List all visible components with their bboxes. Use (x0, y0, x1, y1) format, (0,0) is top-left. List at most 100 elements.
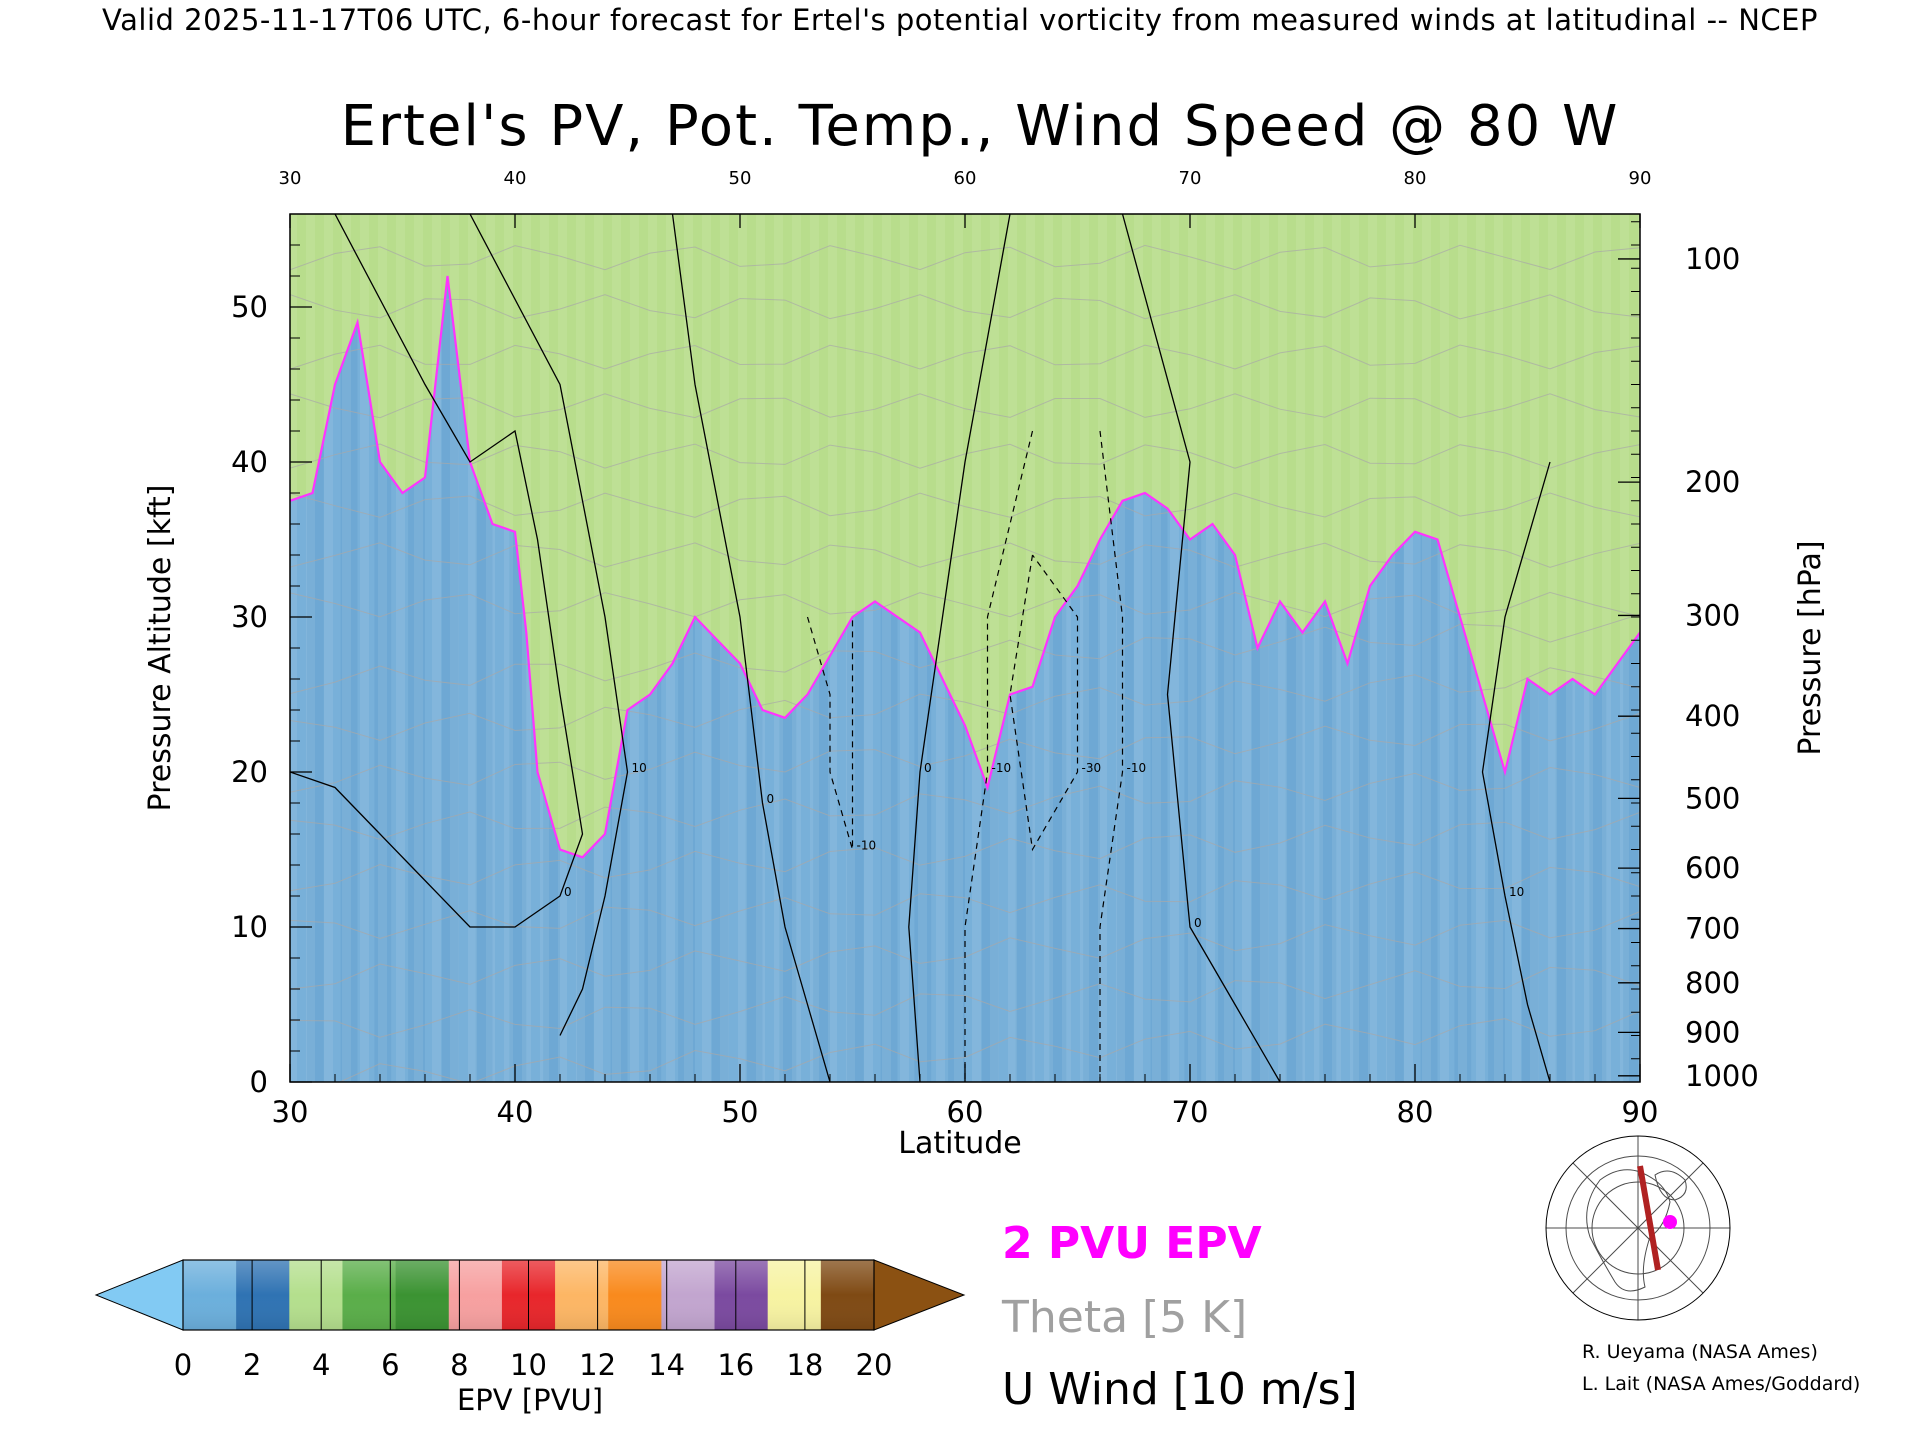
u-wind-contour-label: -10 (857, 839, 877, 853)
u-wind-contours: 0 10 0 0 0 10 -10 -10 -30 -10 (290, 214, 1551, 1082)
y-tick-label: 30 (231, 600, 268, 634)
u-wind-contour (469, 214, 629, 1036)
pressure-tick-label: 1000 (1685, 1059, 1759, 1093)
x-tick-label: 40 (497, 1095, 534, 1129)
colorbar-under-arrow (94, 1259, 184, 1331)
x-tick-label: 60 (947, 1095, 984, 1129)
colorbar-tick-label: 6 (381, 1348, 399, 1382)
legend-uwind: U Wind [10 m/s] (1002, 1364, 1358, 1415)
x-top-tick-label: 60 (954, 168, 977, 189)
u-wind-contour-label: 0 (564, 885, 572, 899)
legend-theta: Theta [5 K] (1001, 1292, 1247, 1343)
colorbar-tick-label: 16 (717, 1348, 754, 1382)
x-axis-label: Latitude (898, 1126, 1021, 1161)
y-tick-label: 50 (231, 290, 268, 324)
x-top-tick-label: 30 (279, 168, 302, 189)
plot-area: 0 1000 0 10 -10 -10 -30 -10 0 10 20 30 40 50 100 200 3… (231, 168, 1759, 1129)
theta-contour (290, 766, 1640, 841)
credit-1: R. Ueyama (NASA Ames) (1582, 1341, 1818, 1363)
map-graticule-meridians (1546, 1136, 1730, 1320)
x-top-tick-label: 80 (1404, 168, 1427, 189)
u-wind-contour (671, 214, 831, 1082)
y2-axis-label: Pressure [hPa] (1793, 540, 1828, 755)
u-wind-contour (290, 214, 584, 928)
theta-contour (290, 443, 1640, 469)
theta-contour (290, 613, 1640, 695)
colorbar-tick-label: 2 (243, 1348, 261, 1382)
theta-contour (290, 591, 1640, 618)
pv2-tropopause-line (290, 275, 1640, 859)
u-wind-contour-label: -10 (992, 761, 1012, 775)
colorbar-tick-label: 4 (312, 1348, 330, 1382)
y-axis-label: Pressure Altitude [kft] (143, 485, 178, 812)
theta-contour (290, 294, 1640, 320)
pressure-tick-label: 700 (1685, 912, 1740, 946)
u-wind-contour-label: 10 (632, 761, 647, 775)
colorbar-tick-label: 8 (450, 1348, 468, 1382)
legend-pv: 2 PVU EPV (1002, 1218, 1262, 1269)
u-wind-contour (1481, 461, 1551, 1082)
u-wind-easterly-contour (1009, 554, 1079, 852)
pressure-tick-label: 200 (1685, 465, 1740, 499)
theta-contour (290, 712, 1640, 793)
y-axis-pressure: 100 200 300 400 500 600 700 800 900 1000 (1618, 221, 1759, 1093)
map-transect-line (1637, 1165, 1661, 1271)
x-tick-label: 80 (1397, 1095, 1434, 1129)
forecast-valid-line: Valid 2025-11-17T06 UTC, 6-hour forecast… (102, 3, 1818, 37)
x-axis-top: 30 40 50 60 70 80 90 (279, 168, 1652, 228)
pressure-tick-label: 800 (1685, 966, 1740, 1000)
credit-2: L. Lait (NASA Ames/Goddard) (1582, 1373, 1860, 1395)
x-axis-latitude: 30 40 50 60 70 80 90 (272, 1064, 1659, 1129)
y-tick-label: 10 (231, 910, 268, 944)
colorbar-tick-label: 20 (856, 1348, 893, 1382)
theta-contour (290, 344, 1640, 370)
colorbar: 0 2 4 6 8 10 12 14 16 18 20 (94, 1259, 966, 1382)
theta-contour (290, 966, 1640, 1038)
x-tick-label: 50 (722, 1095, 759, 1129)
colorbar-tick-label: 10 (510, 1348, 547, 1382)
y-axis-kft: 0 10 20 30 40 50 (231, 213, 312, 1099)
theta-contour (290, 244, 1640, 271)
x-top-tick-label: 70 (1179, 168, 1202, 189)
legend: 2 PVU EPV Theta [5 K] U Wind [10 m/s] (1001, 1218, 1358, 1415)
u-wind-contour-label: -30 (1082, 761, 1102, 775)
pressure-tick-label: 400 (1685, 699, 1740, 733)
colorbar-tick-label: 0 (174, 1348, 192, 1382)
x-tick-label: 90 (1622, 1095, 1659, 1129)
u-wind-contour-label: -10 (1127, 761, 1147, 775)
u-wind-contour (908, 214, 1011, 1082)
colorbar-tick-label: 14 (648, 1348, 685, 1382)
colorbar-over-arrow (873, 1259, 966, 1331)
pressure-tick-label: 500 (1685, 781, 1740, 815)
theta-contour (290, 811, 1640, 892)
pressure-tick-label: 900 (1685, 1015, 1740, 1049)
colorbar-tick-label: 18 (786, 1348, 823, 1382)
theta-contour (290, 542, 1640, 568)
u-wind-easterly-contour (806, 616, 854, 850)
pressure-tick-label: 300 (1685, 598, 1740, 632)
x-tick-label: 30 (272, 1095, 309, 1129)
map-location-marker (1663, 1215, 1677, 1229)
x-top-tick-label: 40 (504, 168, 527, 189)
map-coastline-greenland (1654, 1170, 1687, 1201)
x-top-tick-label: 50 (729, 168, 752, 189)
u-wind-contour (1121, 214, 1281, 1082)
pressure-tick-label: 100 (1685, 242, 1740, 276)
y-tick-label: 20 (231, 755, 268, 789)
u-wind-easterly-contour (964, 430, 1034, 1082)
pressure-tick-label: 600 (1685, 851, 1740, 885)
theta-contour (290, 393, 1640, 419)
theta-contour (290, 667, 1640, 741)
u-wind-contour-label: 0 (767, 792, 775, 806)
x-top-tick-label: 90 (1629, 168, 1652, 189)
colorbar-label: EPV [PVU] (457, 1383, 603, 1417)
vertical-texture (290, 214, 1640, 1082)
locator-map (1545, 1135, 1731, 1321)
u-wind-contour-label: 0 (924, 761, 932, 775)
x-tick-label: 70 (1172, 1095, 1209, 1129)
u-wind-easterly-contour (1099, 430, 1124, 1082)
theta-contour (290, 492, 1640, 518)
u-wind-contour-label: 10 (1509, 885, 1524, 899)
chart-title: Ertel's PV, Pot. Temp., Wind Speed @ 80 … (341, 94, 1620, 159)
